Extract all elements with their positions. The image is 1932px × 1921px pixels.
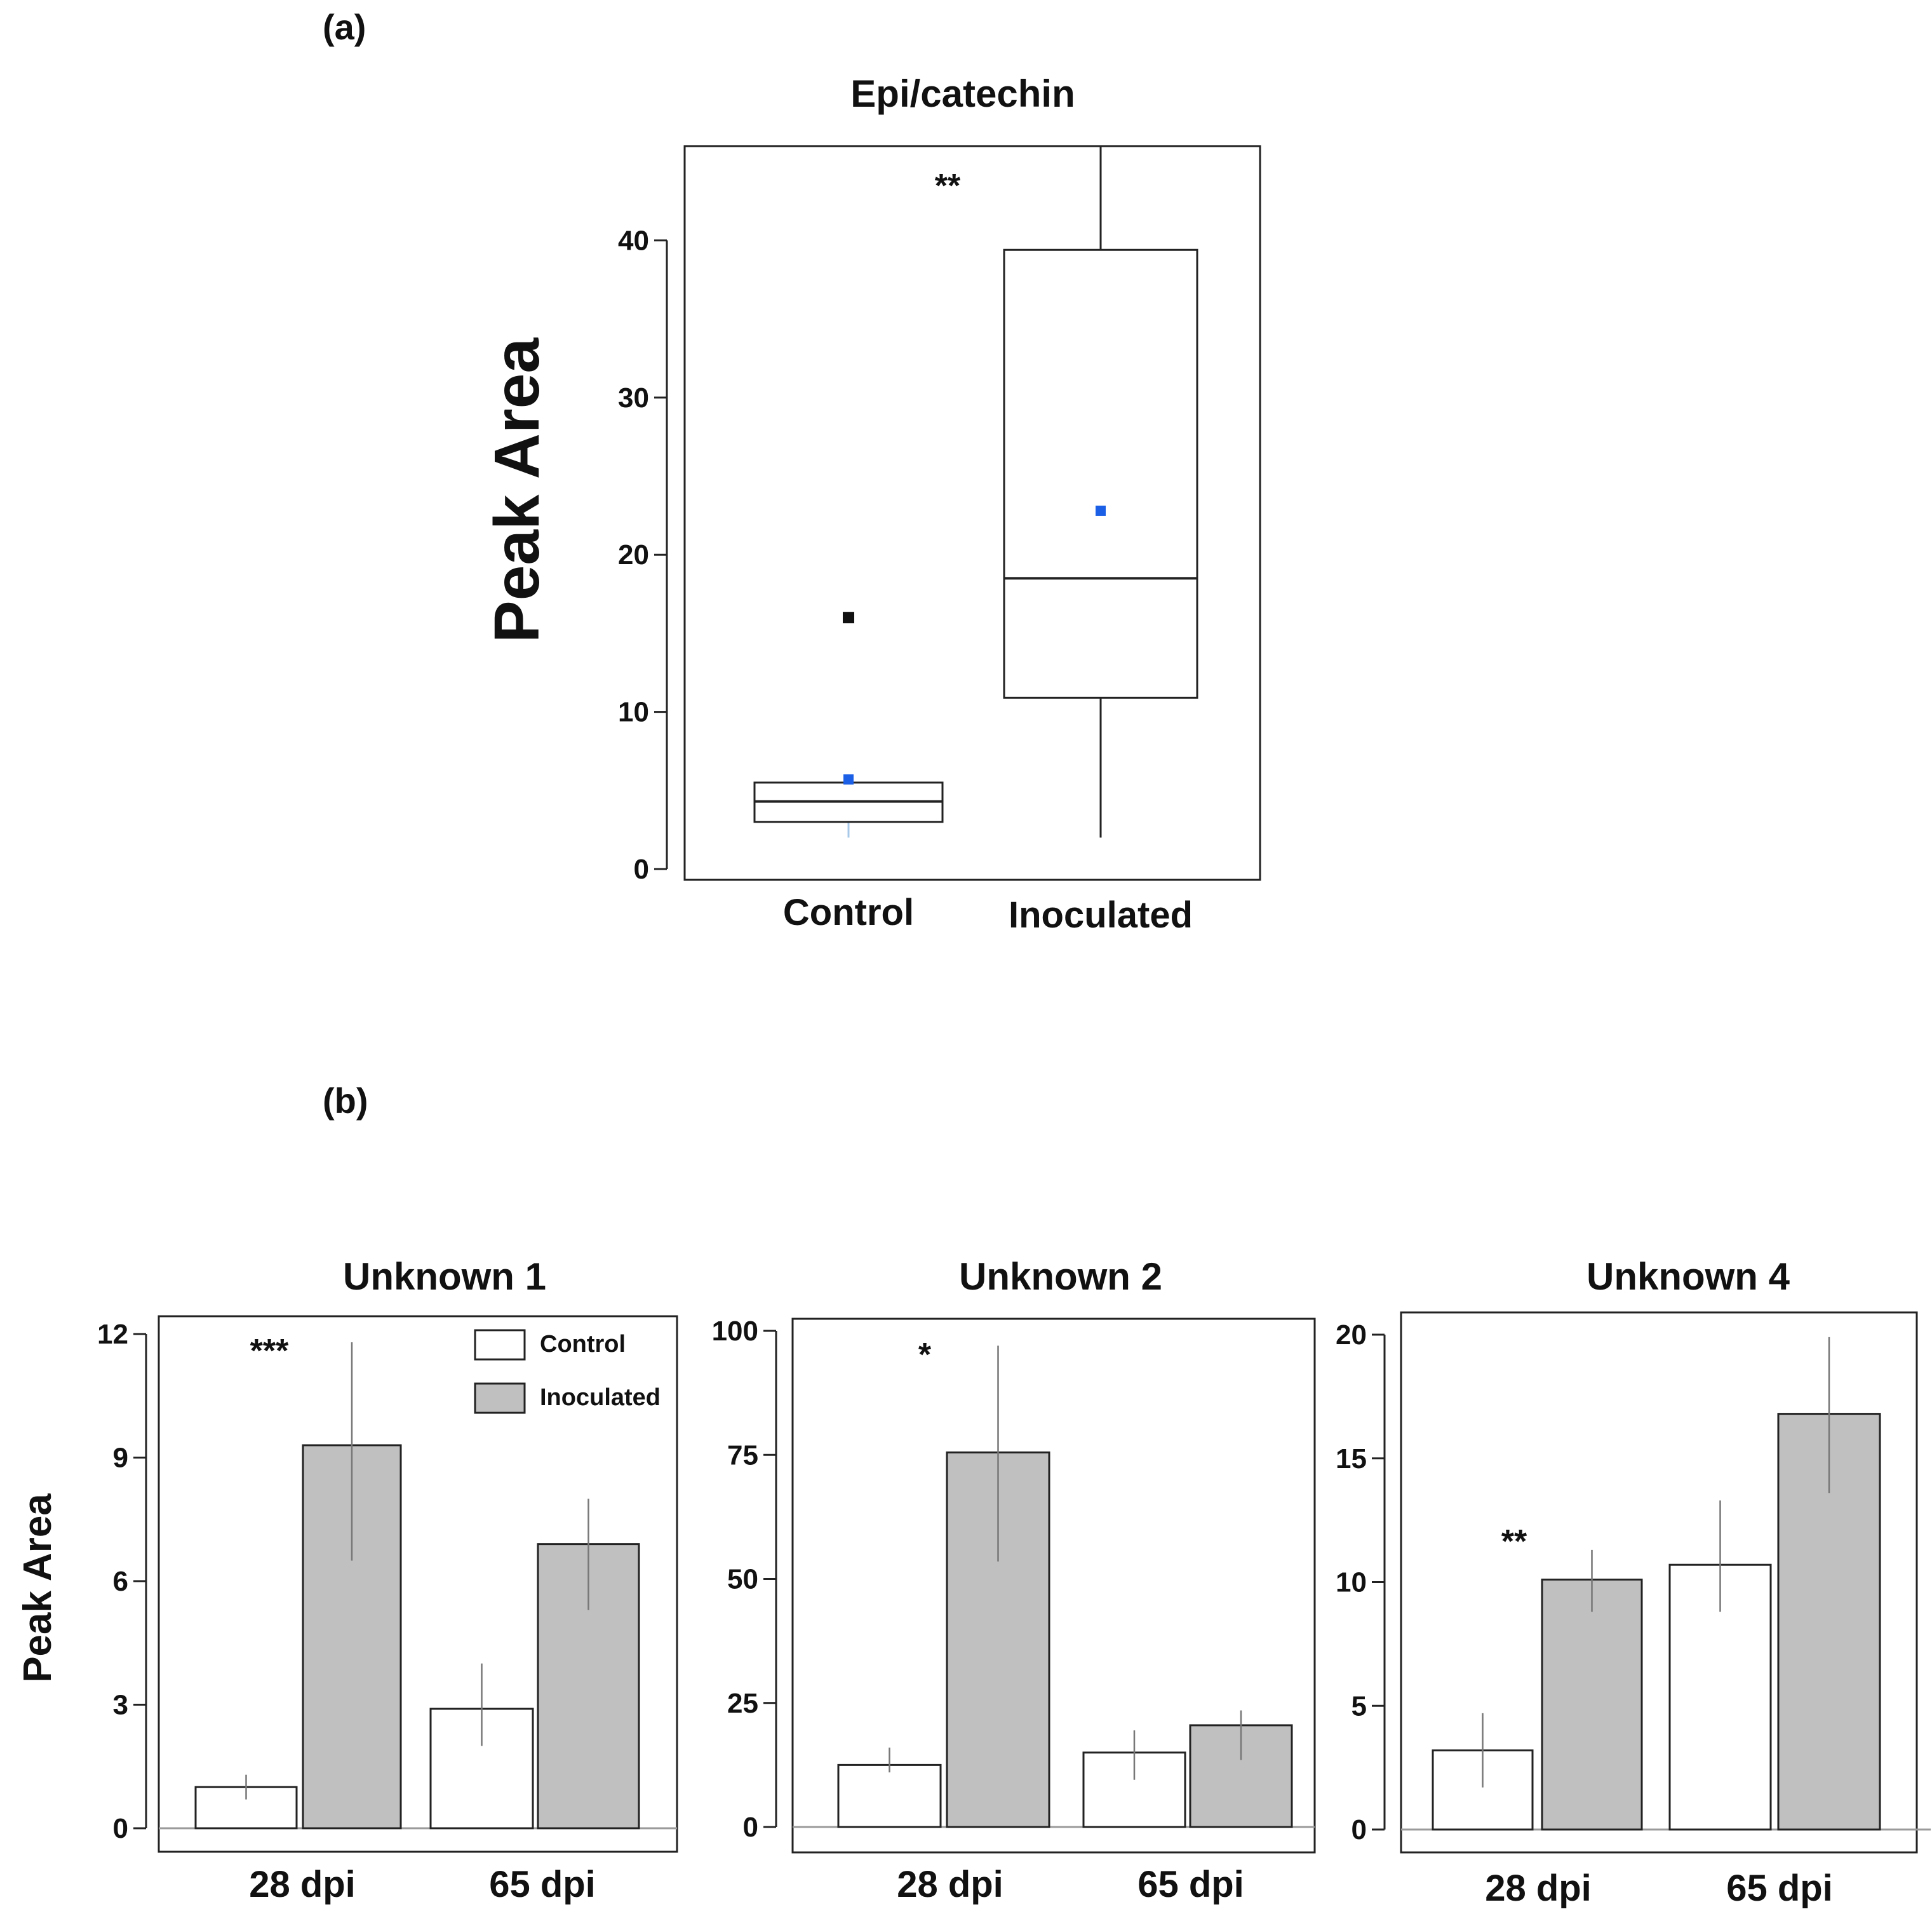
- y-axis-label-unknown-1: Peak Area: [16, 1493, 60, 1683]
- bar-chart-unknown-2: Unknown 2 0 25 50 75 100 28 dpi 65 dpi *: [712, 1255, 1316, 1905]
- significance-marker-unknown-1: ***: [250, 1333, 289, 1370]
- y-tick-label-unknown-1-3: 3: [113, 1690, 128, 1721]
- y-tick-label-unknown-1-6: 6: [113, 1566, 128, 1597]
- y-tick-label-unknown-2-0: 0: [743, 1812, 758, 1843]
- bar-unknown-4-28-dpi-inoculated: [1541, 1579, 1643, 1831]
- bar-chart-unknown-1: Unknown 1 0 3 6 9 12 28 dpi 65 dpi *** Peak Area C…: [16, 1255, 678, 1905]
- legend-label-inoculated: Inoculated: [540, 1384, 661, 1411]
- y-tick-label-unknown-2-75: 75: [727, 1439, 758, 1471]
- significance-marker: **: [935, 168, 961, 205]
- y-tick-label-unknown-4-0: 0: [1352, 1814, 1367, 1845]
- chart-title-unknown-2: Unknown 2: [959, 1255, 1162, 1298]
- y-tick-label-unknown-2-100: 100: [712, 1316, 758, 1347]
- bar-unknown-2-28-dpi-control: [837, 1763, 942, 1828]
- x-label-unknown-2-65-dpi: 65 dpi: [1137, 1864, 1244, 1905]
- y-tick-label-20: 20: [618, 539, 649, 570]
- bar-chart-unknown-4: Unknown 4 0 5 10 15 20 28 dpi 65 dpi **: [1336, 1255, 1931, 1909]
- y-tick-label-30: 30: [618, 382, 649, 414]
- legend-label-control: Control: [540, 1331, 626, 1358]
- y-tick-label-unknown-4-20: 20: [1336, 1319, 1367, 1351]
- chart-title: Epi/catechin: [850, 72, 1075, 115]
- y-tick-label-unknown-1-12: 12: [97, 1319, 128, 1350]
- y-tick-label-10: 10: [618, 697, 649, 728]
- y-tick-label-unknown-2-25: 25: [727, 1688, 758, 1719]
- plot-frame-unknown-2: [791, 1318, 1316, 1854]
- panel-a-label: (a): [323, 7, 366, 47]
- legend-swatch-control: [474, 1329, 526, 1361]
- outlier-control-0: [843, 612, 854, 624]
- x-label-control: Control: [783, 892, 914, 933]
- y-tick-label-0: 0: [634, 854, 649, 885]
- y-tick-label-unknown-1-0: 0: [113, 1813, 128, 1844]
- x-label-unknown-1-65-dpi: 65 dpi: [489, 1864, 596, 1905]
- box-plot-epi-catechin: Epi/catechin Peak Area 0 10 20 30 40 Control Ino…: [481, 72, 1261, 936]
- y-tick-label-40: 40: [618, 225, 649, 256]
- plot-frame-unknown-4: [1400, 1311, 1918, 1854]
- mean-marker-control: [843, 774, 854, 785]
- chart-title-unknown-1: Unknown 1: [343, 1255, 546, 1298]
- significance-marker-unknown-4: **: [1501, 1523, 1527, 1560]
- significance-marker-unknown-2: *: [918, 1337, 932, 1373]
- box-inoculated: [1003, 248, 1198, 699]
- y-tick-label-unknown-4-5: 5: [1352, 1690, 1367, 1722]
- y-tick-label-unknown-2-50: 50: [727, 1564, 758, 1595]
- legend-swatch-inoculated: [474, 1382, 526, 1414]
- x-label-unknown-4-65-dpi: 65 dpi: [1726, 1868, 1833, 1909]
- x-label-unknown-2-28-dpi: 28 dpi: [897, 1864, 1003, 1905]
- x-label-unknown-1-28-dpi: 28 dpi: [249, 1864, 356, 1905]
- plot-frame: [683, 145, 1261, 881]
- y-tick-label-unknown-1-9: 9: [113, 1443, 128, 1474]
- x-label-inoculated: Inoculated: [1009, 894, 1193, 936]
- chart-title-unknown-4: Unknown 4: [1587, 1255, 1790, 1298]
- y-tick-label-unknown-4-10: 10: [1336, 1567, 1367, 1598]
- mean-marker-inoculated: [1096, 505, 1106, 516]
- panel-b-label: (b): [323, 1081, 368, 1121]
- plot-frame-unknown-1: [158, 1315, 678, 1853]
- x-label-unknown-4-28-dpi: 28 dpi: [1485, 1868, 1592, 1909]
- y-axis-label: Peak Area: [481, 337, 553, 643]
- y-tick-label-unknown-4-15: 15: [1336, 1443, 1367, 1474]
